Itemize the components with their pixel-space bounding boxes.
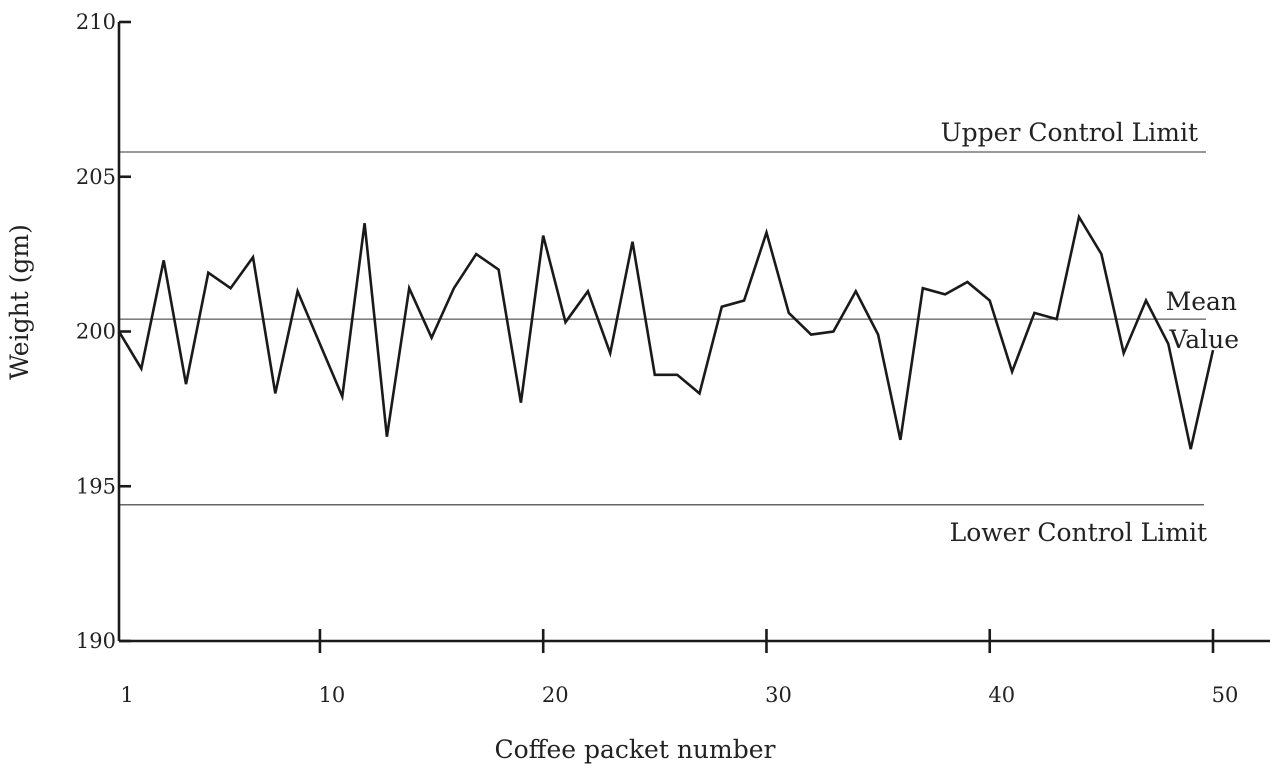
mean-value-label-line1: Mean bbox=[1166, 287, 1237, 316]
mean-value-label-line2: Value bbox=[1168, 325, 1239, 354]
y-tick-label-210: 210 bbox=[76, 10, 116, 34]
y-tick-label-200: 200 bbox=[76, 320, 116, 344]
y-axis-ticks: 190 195 200 205 210 bbox=[76, 10, 131, 653]
x-axis-title: Coffee packet number bbox=[495, 735, 776, 764]
y-tick-label-195: 195 bbox=[76, 474, 116, 498]
weight-series-line bbox=[117, 213, 1215, 450]
y-tick-label-205: 205 bbox=[76, 165, 116, 189]
y-axis-title: Weight (gm) bbox=[5, 224, 34, 380]
x-axis-ticks: 1 10 20 30 40 50 bbox=[120, 629, 1238, 707]
upper-control-limit-label: Upper Control Limit bbox=[941, 118, 1198, 147]
x-tick-label-20: 20 bbox=[542, 683, 569, 707]
x-tick-label-10: 10 bbox=[319, 683, 346, 707]
y-tick-label-190: 190 bbox=[76, 629, 116, 653]
lower-control-limit-label: Lower Control Limit bbox=[950, 518, 1207, 547]
x-tick-label-40: 40 bbox=[988, 683, 1015, 707]
x-tick-label-30: 30 bbox=[765, 683, 792, 707]
reference-lines bbox=[119, 151, 1206, 506]
x-tick-label-1: 1 bbox=[120, 683, 133, 707]
x-tick-label-50: 50 bbox=[1212, 683, 1239, 707]
